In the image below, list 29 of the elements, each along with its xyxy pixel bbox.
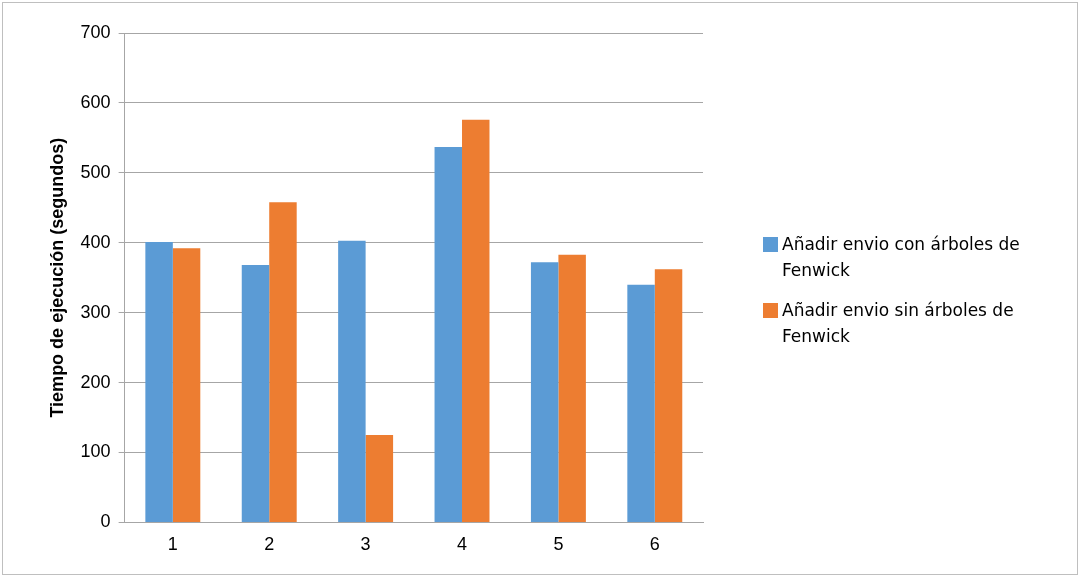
x-tick-label: 2 <box>264 534 275 555</box>
bar <box>241 265 270 522</box>
y-tick-label: 400 <box>80 231 111 252</box>
bar <box>145 242 173 522</box>
bar <box>434 146 463 522</box>
x-tick-label: 6 <box>649 534 660 555</box>
bar <box>365 435 394 522</box>
x-tick-label: 4 <box>457 534 468 555</box>
bar <box>269 202 297 522</box>
y-tick-label: 500 <box>80 161 111 182</box>
bar <box>172 248 201 522</box>
y-tick-label: 0 <box>100 511 111 532</box>
x-tick-label: 5 <box>553 534 564 555</box>
bar <box>338 240 366 522</box>
y-tick-label: 100 <box>80 441 111 462</box>
y-axis-title: Tiempo de ejecución (segundos) <box>46 137 67 418</box>
x-tick-label: 1 <box>167 534 178 555</box>
bar <box>654 269 683 522</box>
x-tick-label: 3 <box>360 534 371 555</box>
y-tick-label: 200 <box>80 371 111 392</box>
bar <box>558 254 586 522</box>
y-tick-label: 700 <box>80 21 111 42</box>
bar <box>530 262 559 522</box>
y-tick-label: 300 <box>80 301 111 322</box>
legend-label: Añadir envio sin árboles de Fenwick <box>782 299 1015 348</box>
bar <box>462 119 490 522</box>
legend-label: Añadir envio con árboles de Fenwick <box>782 233 1021 282</box>
y-tick-label: 600 <box>80 91 111 112</box>
bar <box>627 284 655 522</box>
